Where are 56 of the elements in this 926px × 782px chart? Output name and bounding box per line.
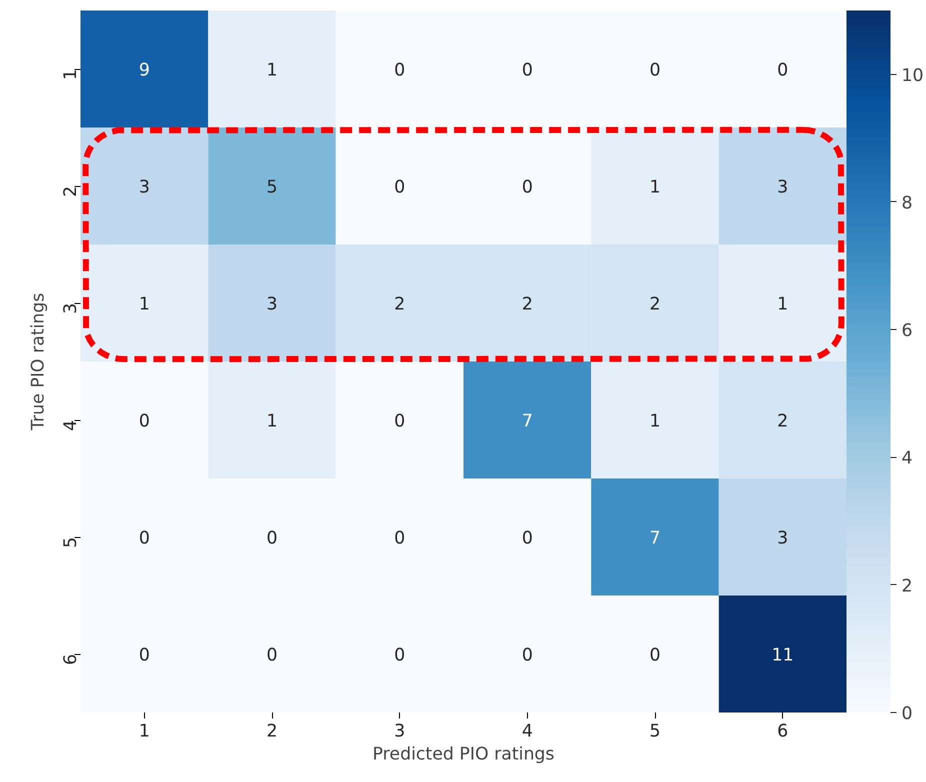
data-label: 1 [266,412,278,432]
y-tick-label: 6 [61,654,81,666]
data-label: 1 [266,60,278,80]
x-tick-label: 2 [266,722,278,742]
y-axis-title: True PIO ratings [28,292,48,432]
x-tick-label: 1 [138,722,150,742]
data-label: 0 [138,646,150,666]
color-bar-label: 0 [902,704,913,724]
data-label: 1 [649,412,661,432]
x-tick-label: 6 [777,722,788,742]
y-tick-label: 3 [61,302,81,314]
x-tick-label: 4 [522,722,533,742]
data-label: 1 [649,178,661,198]
data-label: 0 [266,646,278,666]
data-label: 0 [649,646,661,666]
x-tick-label: 3 [394,722,406,742]
color-bar-label: 10 [902,66,924,86]
data-label: 0 [394,528,406,548]
data-label: 0 [777,60,788,80]
data-label: 0 [138,528,150,548]
data-label: 1 [777,294,788,314]
data-label: 2 [394,294,406,314]
color-bar-label: 4 [902,448,913,469]
data-label: 9 [138,60,150,80]
data-label: 0 [394,646,406,666]
x-tick-label: 5 [649,722,661,742]
data-label: 0 [266,528,278,548]
data-label: 0 [522,528,533,548]
data-label: 5 [266,178,278,198]
color-bar-label: 2 [902,576,913,596]
data-label: 3 [266,294,278,314]
data-label: 7 [522,412,533,432]
data-label: 0 [138,412,150,432]
y-tick-label: 2 [61,186,81,198]
y-tick-label: 4 [61,420,81,432]
data-label: 0 [649,60,661,80]
data-label: 0 [522,178,533,198]
data-label: 3 [138,178,150,198]
data-label: 0 [394,412,406,432]
data-label: 1 [138,294,150,314]
color-bar-label: 6 [902,321,913,342]
data-label: 0 [394,178,406,198]
color-bar-label: 8 [902,193,913,214]
data-label: 2 [777,412,788,432]
data-label: 11 [772,646,794,666]
y-tick-label: 5 [61,536,81,548]
x-axis-title: Predicted PIO ratings [372,744,554,764]
data-label: 7 [649,528,661,548]
data-label: 2 [649,294,661,314]
data-label: 2 [522,294,533,314]
data-label: 3 [777,528,788,548]
data-label: 0 [522,646,533,666]
y-tick-label: 1 [61,68,81,80]
data-label: 3 [777,178,788,198]
data-label: 0 [522,60,533,80]
data-label: 0 [394,60,406,80]
